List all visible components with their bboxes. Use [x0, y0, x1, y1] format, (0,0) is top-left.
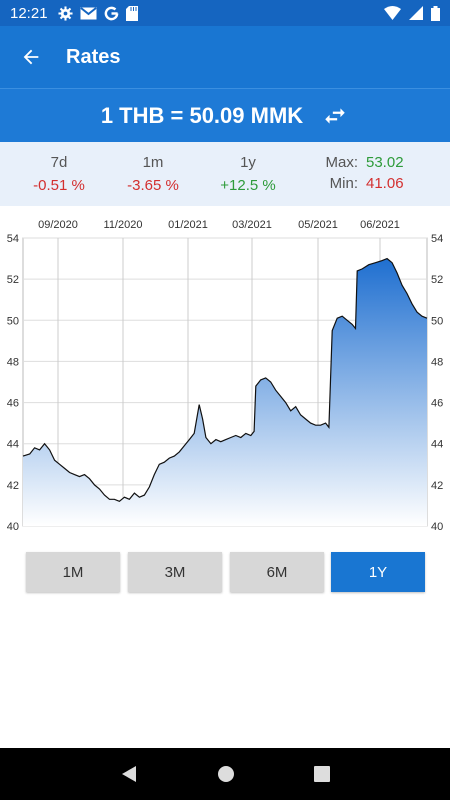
y-tick-label-left: 50 [7, 315, 19, 327]
arrow-left-icon [23, 49, 39, 65]
stats-panel: 7d -0.51 % 1m -3.65 % 1y +12.5 % Max: 53… [0, 142, 450, 206]
rate-text: 1 THB = 50.09 MMK [100, 102, 304, 128]
signal-icon [409, 6, 423, 20]
gmail-icon [79, 6, 97, 19]
x-tick-label: 01/2021 [168, 219, 208, 231]
y-tick-label-left: 40 [7, 521, 19, 533]
page-title: Rates [66, 45, 121, 68]
battery-icon [431, 5, 440, 21]
y-tick-label-right: 40 [431, 521, 443, 533]
sdcard-icon [125, 5, 138, 21]
min-value: 41.06 [366, 175, 404, 192]
x-tick-label: 03/2021 [232, 219, 272, 231]
y-tick-label-left: 42 [7, 480, 19, 492]
y-tick-label-right: 54 [431, 233, 443, 245]
y-tick-label-left: 54 [7, 233, 19, 245]
google-icon [104, 6, 118, 20]
stat-value: -0.51 % [33, 177, 85, 194]
wifi-icon [384, 6, 401, 20]
gear-icon [58, 5, 73, 21]
swap-icon [325, 107, 345, 124]
back-button[interactable] [0, 26, 62, 88]
y-tick-label-right: 44 [431, 439, 443, 451]
status-time: 12:21 [10, 4, 48, 22]
range-button-1m[interactable]: 1M [26, 552, 120, 592]
home-nav-icon[interactable] [217, 765, 235, 783]
y-tick-label-left: 48 [7, 356, 19, 368]
recents-nav-icon[interactable] [314, 766, 331, 782]
y-tick-label-right: 46 [431, 398, 443, 410]
x-tick-label: 05/2021 [298, 219, 338, 231]
swap-button[interactable] [321, 102, 349, 130]
y-tick-label-left: 44 [7, 439, 19, 451]
min-label: Min: [329, 175, 358, 192]
stat-label: 1m [142, 154, 164, 171]
max-label: Max: [325, 154, 358, 171]
app-bar: Rates [0, 26, 450, 88]
range-button-6m[interactable]: 6M [230, 552, 324, 592]
range-button-1y[interactable]: 1Y [331, 552, 425, 592]
stat-7d: 7d -0.51 % [14, 154, 104, 194]
rate-display: 1 THB = 50.09 MMK [0, 88, 450, 142]
stat-1m: 1m -3.65 % [108, 154, 198, 194]
y-tick-label-right: 50 [431, 315, 443, 327]
y-tick-label-left: 52 [7, 274, 19, 286]
x-tick-label: 11/2020 [104, 219, 143, 231]
stat-1y: 1y +12.5 % [203, 154, 293, 194]
x-tick-label: 09/2020 [38, 219, 78, 231]
max-value: 53.02 [366, 154, 404, 171]
rate-chart: 40 42 44 46 48 50 52 54 40 42 44 46 48 50 52 54 09/202… [7, 219, 444, 533]
chart-area [23, 258, 427, 526]
range-buttons: 1M 3M 6M 1Y [0, 552, 450, 592]
y-tick-label-right: 52 [431, 274, 443, 286]
navigation-bar [0, 748, 450, 800]
chart-line [22, 257, 428, 502]
stat-value: +12.5 % [220, 177, 276, 194]
stat-value: -3.65 % [127, 177, 179, 194]
status-bar: 12:21 [0, 0, 450, 26]
y-tick-label-right: 48 [431, 356, 443, 368]
max-min-block: Max: 53.02 Min: 41.06 [318, 154, 428, 196]
range-button-3m[interactable]: 3M [128, 552, 222, 592]
y-tick-label-left: 46 [7, 398, 19, 410]
stat-label: 1y [240, 154, 256, 171]
stat-label: 7d [50, 154, 68, 171]
x-tick-label: 06/2021 [360, 219, 400, 231]
y-tick-label-right: 42 [431, 480, 443, 492]
back-nav-icon[interactable] [120, 765, 138, 783]
